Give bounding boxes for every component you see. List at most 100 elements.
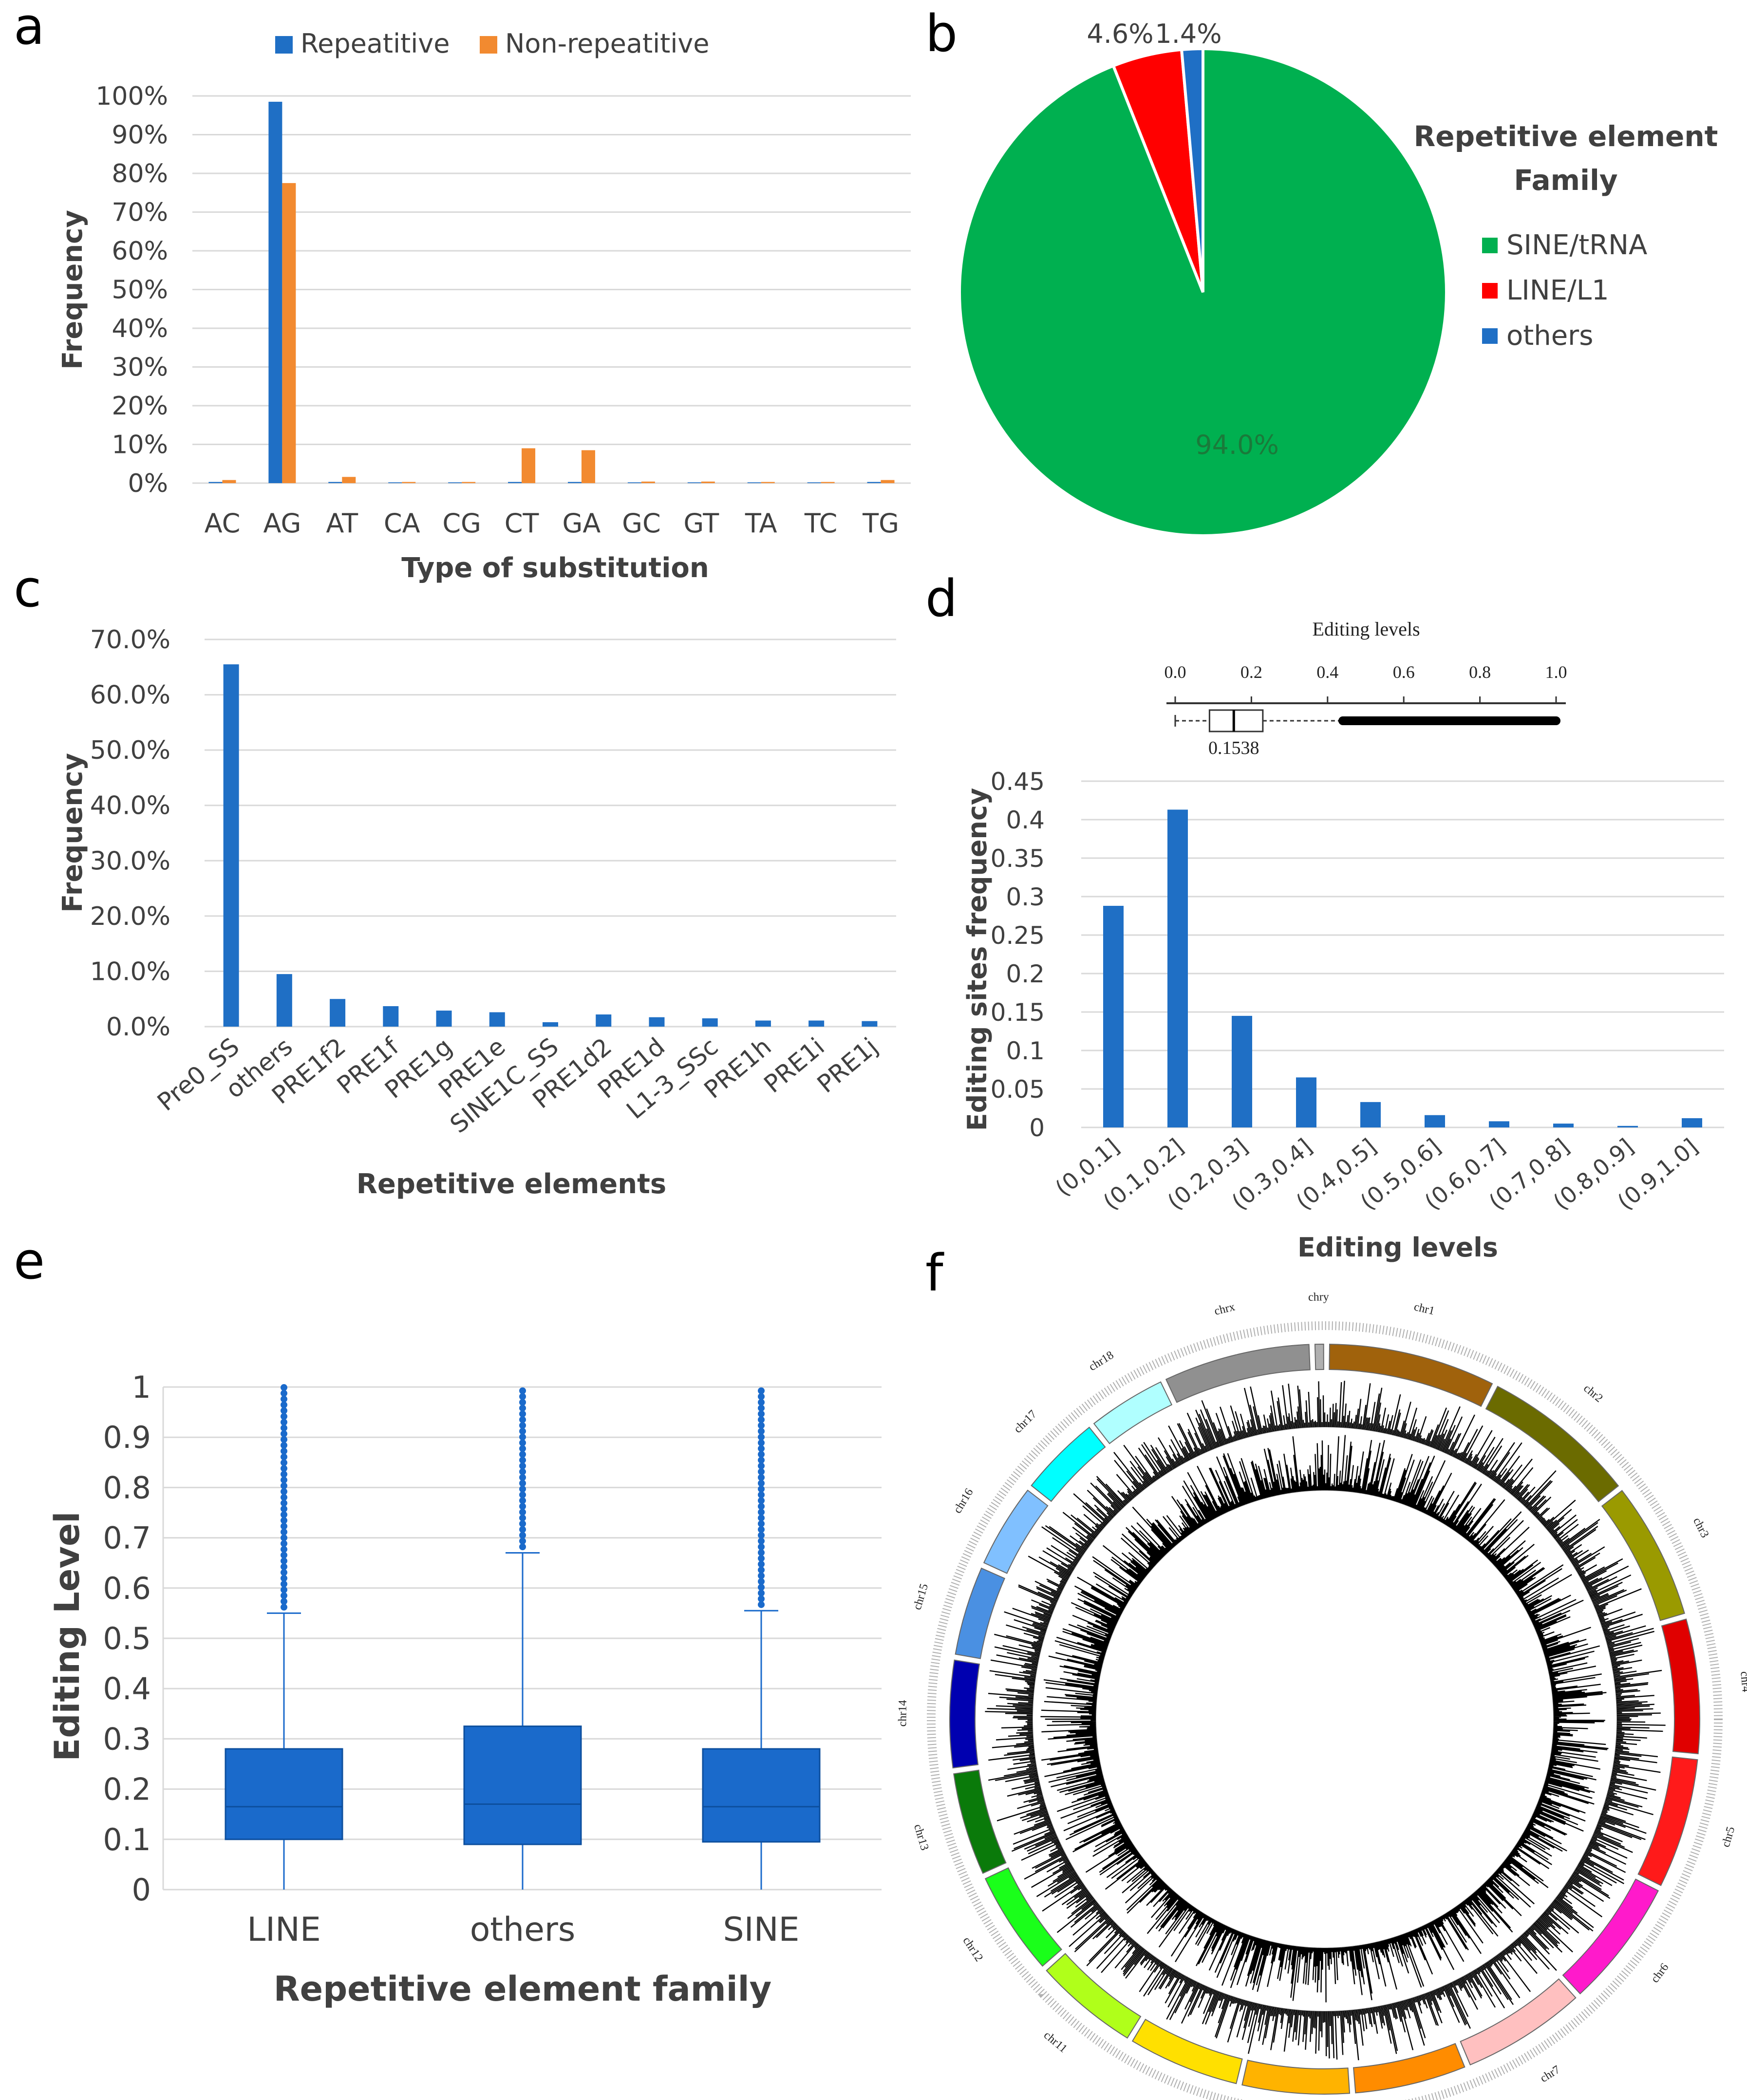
outlier-point: [758, 1439, 765, 1446]
legend-swatch-non-repeatitive: [480, 36, 497, 54]
x-axis-title: Type of substitution: [401, 552, 709, 584]
outlier-point: [758, 1584, 765, 1591]
outlier-point: [281, 1586, 287, 1594]
outlier-point: [758, 1532, 765, 1539]
inset-tick-label: 0.6: [1393, 662, 1415, 682]
chart-c: 0.0% 10.0% 20.0% 30.0% 40.0% 50.0% 60.0% 70.0% P…: [57, 625, 896, 1200]
inset-tick-label: 0.4: [1316, 662, 1338, 682]
outlier-point: [519, 1503, 526, 1510]
box: [463, 1725, 582, 1845]
chromosome-label: chr11: [1041, 2029, 1070, 2055]
bar: [1232, 1015, 1252, 1127]
outlier-point: [758, 1572, 765, 1579]
outlier-point: [758, 1520, 765, 1527]
outlier-point: [281, 1413, 287, 1420]
bar-non-repeatitive: [342, 477, 356, 483]
chromosome-label: chr6: [1649, 1961, 1671, 1986]
legend-title-line2: Family: [1514, 164, 1617, 197]
outlier-point: [281, 1598, 287, 1605]
chromosome-band-chr14: [949, 1659, 980, 1769]
outlier-point: [758, 1578, 765, 1585]
chromosome-label: chr16: [951, 1486, 976, 1516]
x-tick-label: others: [470, 1911, 576, 1949]
outlier-point: [519, 1485, 526, 1493]
x-tick-label: SINE: [723, 1911, 799, 1949]
y-tick-label: 60.0%: [90, 681, 170, 710]
outlier-point: [281, 1384, 287, 1391]
bar-non-repeatitive: [462, 482, 476, 483]
y-tick-label: 0.3: [103, 1721, 151, 1757]
outlier-point: [281, 1522, 287, 1530]
bar: [1489, 1121, 1509, 1127]
bar: [223, 664, 239, 1027]
y-tick-label: 0.6: [103, 1571, 151, 1606]
chromosome-label: chr3: [1691, 1516, 1711, 1540]
x-tick-label: AC: [205, 508, 241, 539]
bar-repeatitive: [747, 482, 761, 483]
chromosome-band-chr3: [1601, 1490, 1685, 1621]
bar: [649, 1017, 665, 1027]
chromosome-band-chr5: [1637, 1756, 1698, 1886]
bar: [1167, 809, 1188, 1127]
legend-swatch: [1482, 328, 1498, 344]
y-axis-title: Editing Level: [47, 1512, 87, 1762]
legend-label-non-repeatitive: Non-repeatitive: [505, 28, 710, 59]
outlier-point: [519, 1474, 526, 1481]
chromosome-label: chr17: [1012, 1408, 1039, 1436]
outlier-point: [519, 1399, 526, 1406]
outlier-point: [758, 1595, 765, 1602]
x-tick-label: CT: [505, 508, 540, 539]
bar-non-repeatitive: [641, 481, 655, 483]
inset-tick-label: 0.8: [1469, 662, 1491, 682]
outlier-point: [519, 1451, 526, 1458]
outlier-point: [281, 1592, 287, 1599]
bar-non-repeatitive: [402, 482, 416, 483]
outlier-point: [281, 1482, 287, 1489]
outlier-point: [281, 1494, 287, 1501]
bar-non-repeatitive: [821, 482, 835, 483]
outlier-point: [519, 1480, 526, 1487]
bar: [1360, 1102, 1381, 1127]
chromosome-band-chrx: [1165, 1344, 1311, 1403]
outlier-point: [758, 1433, 765, 1441]
bar: [543, 1022, 558, 1027]
y-tick-label: 60%: [112, 237, 168, 266]
chromosome-band-chr10: [1131, 2019, 1243, 2084]
outlier-point: [281, 1453, 287, 1461]
outlier-point: [281, 1476, 287, 1483]
y-tick-label: 20%: [112, 392, 168, 421]
chromosome-label: chr10: [1151, 2098, 1180, 2100]
legend-label: SINE/tRNA: [1506, 229, 1647, 261]
chromosome-band-chr9: [1241, 2060, 1351, 2095]
bar-non-repeatitive: [282, 183, 296, 483]
y-tick-label: 0.4: [1006, 806, 1045, 834]
bar-repeatitive: [567, 482, 582, 483]
y-tick-label: 0.05: [991, 1075, 1045, 1104]
outlier-point: [519, 1416, 526, 1424]
chromosome-label: chr1: [1413, 1300, 1436, 1317]
outlier-point: [281, 1395, 287, 1403]
bar: [1103, 905, 1124, 1127]
y-tick-label: 0.25: [991, 921, 1045, 950]
outlier-point: [758, 1457, 765, 1464]
y-tick-label: 0: [132, 1872, 151, 1908]
y-tick-label: 30%: [112, 353, 168, 382]
x-tick-label: GA: [563, 508, 601, 539]
outlier-point: [281, 1569, 287, 1576]
outlier-point: [758, 1491, 765, 1499]
editing-density-track: [985, 1381, 1666, 2061]
y-tick-label: 40%: [112, 314, 168, 343]
y-tick-label: 0.5: [103, 1621, 151, 1656]
x-tick-label: GC: [622, 508, 661, 539]
chromosome-band-chr11: [1046, 1952, 1142, 2039]
outlier-point: [281, 1511, 287, 1519]
pie-slice-sine-trna: [958, 47, 1448, 537]
bar-repeatitive: [627, 482, 641, 483]
outlier-point: [281, 1465, 287, 1472]
bar: [808, 1020, 825, 1027]
x-tick-label: CG: [442, 508, 481, 539]
slice-label-line: 4.6%: [1087, 19, 1153, 49]
outlier-point: [519, 1508, 526, 1516]
legend-label-repeatitive: Repeatitive: [301, 28, 450, 59]
